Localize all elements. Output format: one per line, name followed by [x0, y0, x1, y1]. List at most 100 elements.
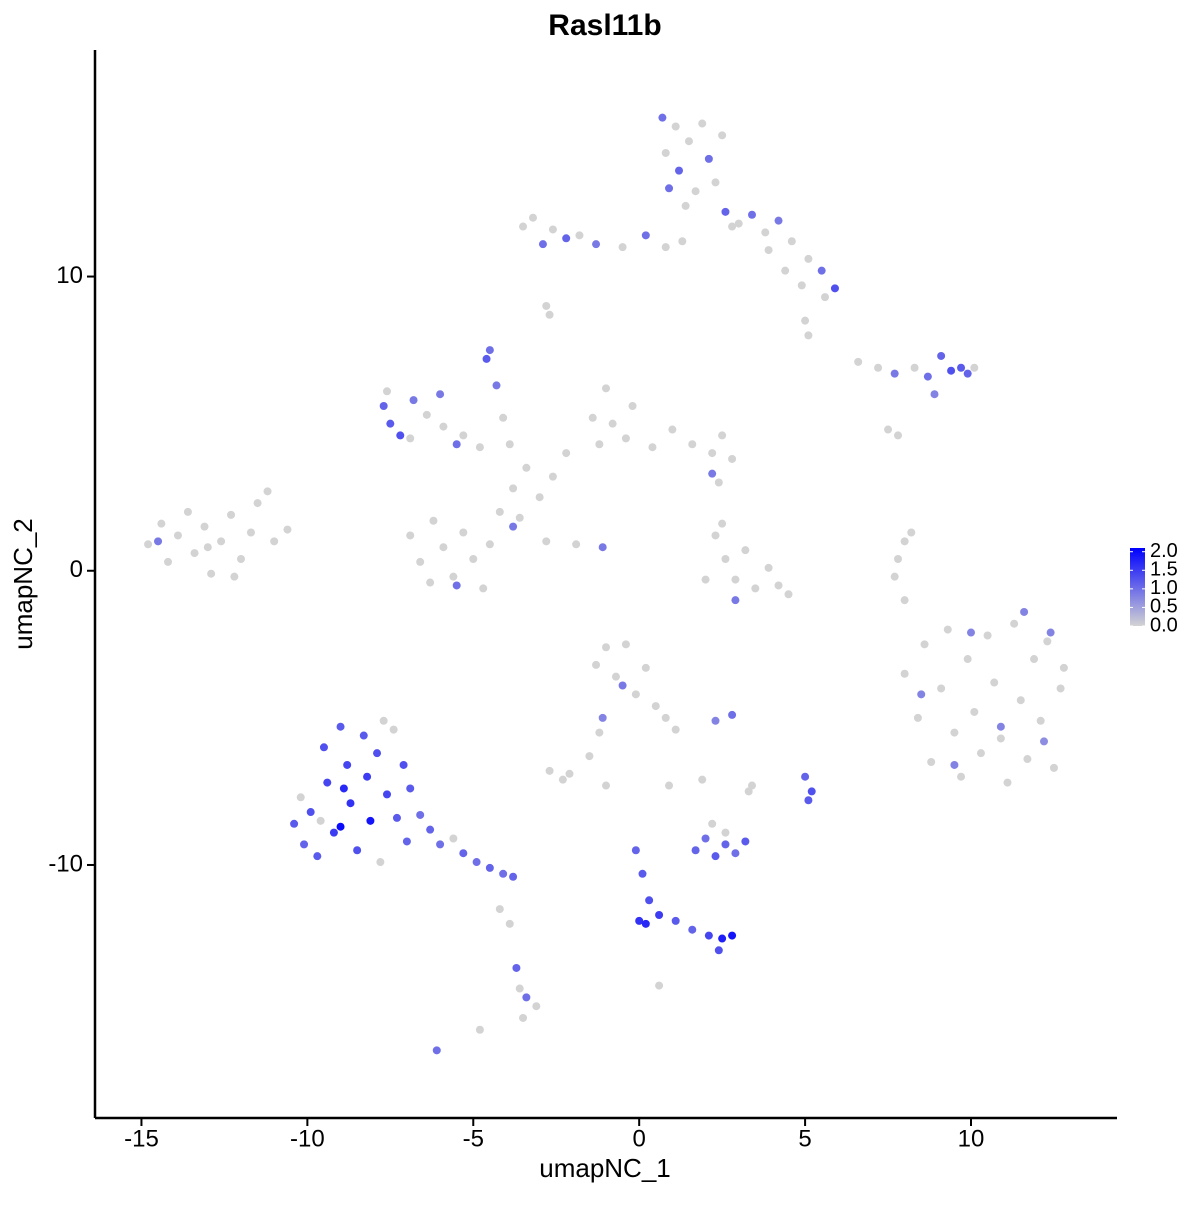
cell-point [383, 387, 391, 396]
cell-point [237, 554, 245, 563]
cell-point [389, 725, 398, 734]
cell-point [950, 760, 959, 769]
cell-point [429, 516, 438, 525]
cell-point [595, 440, 604, 449]
cell-point [509, 872, 518, 881]
cell-point [655, 981, 664, 990]
cell-point [1056, 684, 1065, 693]
cell-point [1020, 607, 1029, 616]
cell-point [714, 946, 723, 955]
cell-point [671, 725, 680, 734]
cell-point [1003, 778, 1012, 787]
cell-point [452, 581, 461, 590]
cell-point [562, 449, 571, 458]
cell-point [854, 357, 863, 366]
cell-point [943, 625, 952, 634]
cell-point [339, 784, 348, 793]
cell-point [439, 422, 448, 431]
cell-point [602, 643, 610, 652]
cell-point [479, 584, 488, 593]
cell-point [684, 137, 693, 146]
cell-point [711, 852, 720, 861]
cell-point [459, 528, 468, 537]
cell-point [270, 537, 279, 546]
cell-point [976, 749, 985, 758]
cell-point [748, 210, 756, 219]
cell-point [562, 234, 571, 243]
cell-point [708, 819, 717, 828]
cell-point [353, 846, 362, 855]
cell-point [183, 507, 192, 516]
cell-point [482, 354, 491, 363]
cell-point [602, 384, 610, 393]
cell-point [894, 554, 902, 563]
cell-point [190, 549, 199, 558]
cell-point [721, 840, 730, 849]
cell-point [711, 178, 720, 187]
cell-point [426, 825, 435, 834]
y-tick-label: 10 [56, 262, 83, 289]
cell-point [655, 910, 664, 919]
cell-point [452, 440, 461, 449]
cell-point [406, 531, 415, 540]
cell-point [436, 390, 445, 399]
cell-point [436, 840, 445, 849]
cell-point [608, 419, 617, 428]
cell-point [927, 758, 936, 766]
cell-point [947, 366, 956, 375]
cell-point [1036, 716, 1045, 725]
cell-point [323, 778, 332, 787]
cell-point [572, 540, 581, 549]
cell-point [907, 528, 916, 537]
cell-point [996, 734, 1005, 743]
y-tick-label: -10 [48, 850, 83, 877]
cell-point [379, 716, 388, 725]
cell-point [512, 963, 521, 972]
cell-point [532, 1002, 541, 1011]
cell-point [665, 781, 674, 790]
cell-point [495, 905, 504, 914]
cell-point [558, 775, 567, 784]
cell-point [691, 846, 700, 855]
cell-point [363, 772, 372, 781]
cell-point [329, 828, 338, 837]
cell-point [1059, 663, 1068, 672]
points-layer [144, 113, 1068, 1055]
cell-point [575, 231, 584, 240]
cell-point [1016, 696, 1025, 705]
cell-point [661, 243, 670, 252]
cell-point [721, 554, 730, 563]
cell-point [1010, 619, 1019, 628]
cell-point [937, 684, 946, 693]
cell-point [688, 440, 697, 449]
cell-point [681, 201, 690, 210]
cell-point [718, 519, 727, 528]
cell-point [386, 419, 395, 428]
cell-point [631, 690, 640, 699]
cell-point [661, 713, 670, 722]
cell-point [884, 425, 893, 434]
cell-point [701, 834, 710, 843]
cell-point [621, 640, 630, 649]
y-tick-label: 0 [70, 556, 83, 583]
cell-point [203, 543, 212, 552]
cell-point [874, 363, 883, 372]
cell-point [519, 1013, 528, 1022]
cell-point [641, 663, 650, 672]
cell-point [1023, 755, 1032, 764]
cell-point [631, 846, 640, 855]
cell-point [711, 531, 720, 540]
cell-point [764, 246, 773, 255]
cell-point [641, 919, 650, 928]
cell-point [383, 790, 391, 799]
cell-point [432, 1046, 441, 1055]
cell-point [611, 672, 620, 681]
cell-point [1040, 737, 1048, 746]
cell-point [542, 537, 551, 546]
cell-point [957, 772, 966, 781]
cell-point [585, 752, 594, 761]
cell-point [996, 722, 1005, 731]
cell-point [366, 816, 375, 825]
cell-point [548, 472, 557, 481]
cell-point [741, 546, 750, 555]
